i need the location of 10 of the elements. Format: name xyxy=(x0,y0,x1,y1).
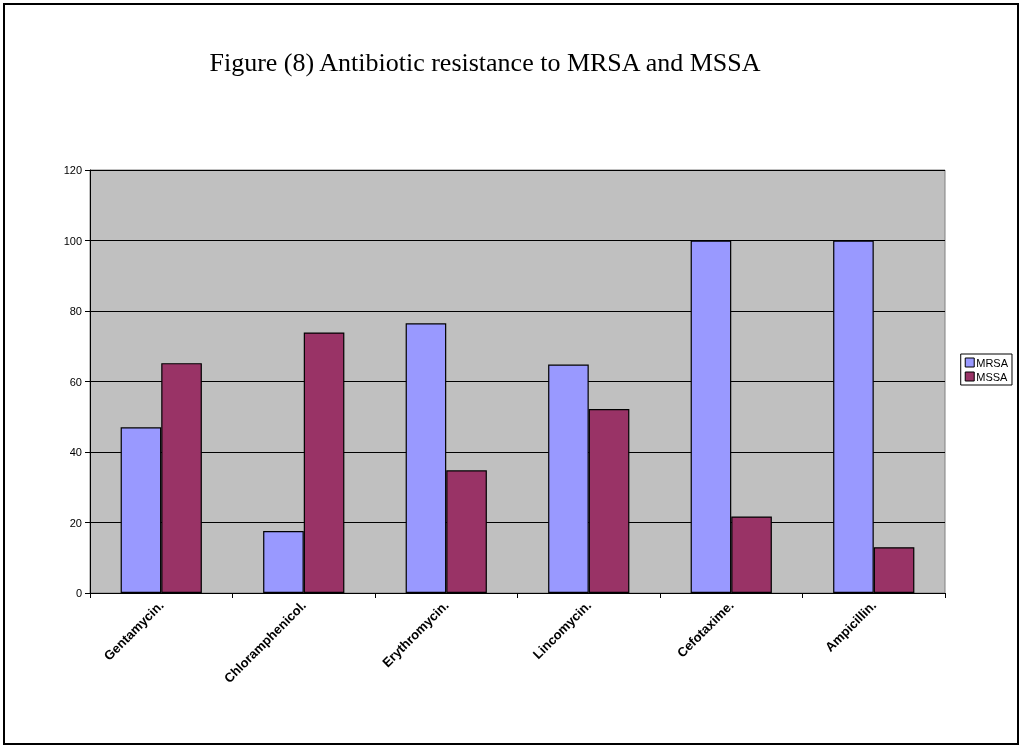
y-tick-label: 120 xyxy=(63,164,82,176)
legend-label: MRSA xyxy=(976,356,1009,369)
chart-title: Figure (8) Antibiotic resistance to MRSA and MSSA xyxy=(209,47,761,77)
y-tick-label: 80 xyxy=(69,305,82,317)
y-tick-label: 100 xyxy=(63,234,82,247)
legend-label: MSSA xyxy=(976,370,1009,383)
y-tick-label: 20 xyxy=(69,516,82,529)
y-tick-label: 60 xyxy=(69,375,82,388)
y-tick-label: 0 xyxy=(75,587,82,599)
y-tick-label: 40 xyxy=(69,446,82,458)
